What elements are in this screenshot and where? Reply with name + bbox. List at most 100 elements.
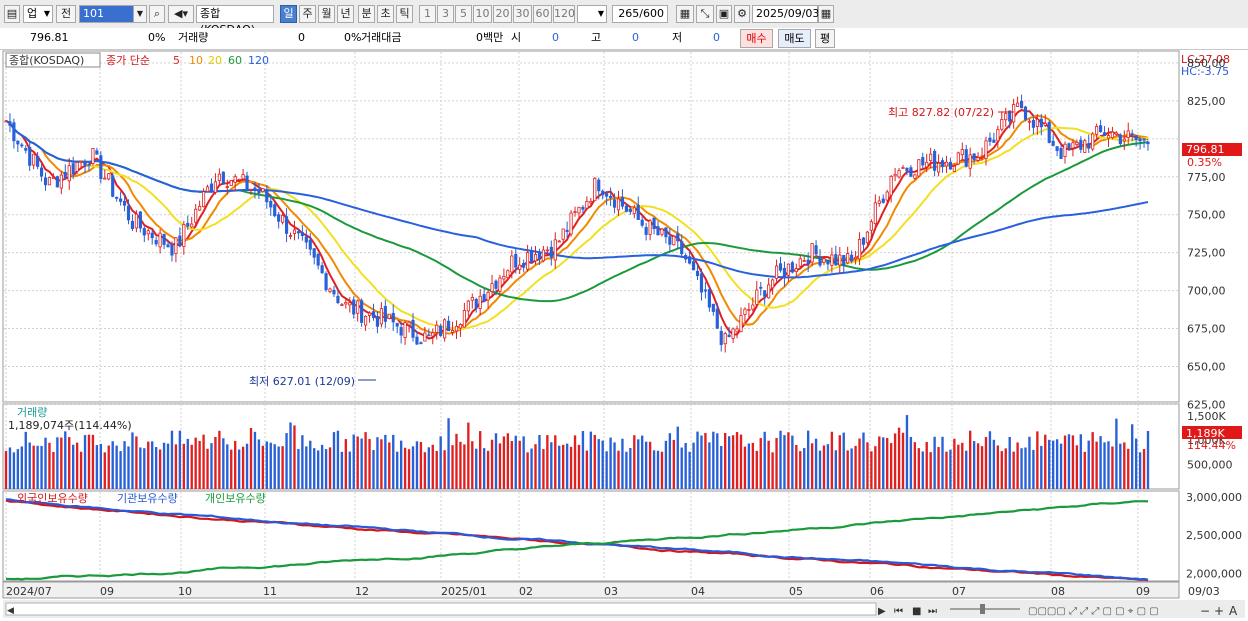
interval-60[interactable]: 60 xyxy=(533,5,552,23)
interval-5[interactable]: 5 xyxy=(455,5,472,23)
volume-bar-183 xyxy=(727,436,731,489)
volume-bar-133 xyxy=(530,448,533,489)
period-second-tab[interactable]: 초 xyxy=(377,5,394,23)
candle-body-71 xyxy=(284,216,289,234)
volume-bar-251 xyxy=(996,445,1000,489)
window-menu-icon[interactable]: ▤ xyxy=(4,5,20,23)
current-pct-tag: 0.35% xyxy=(1187,156,1222,169)
candle-body-28 xyxy=(115,196,119,199)
calendar-icon[interactable]: ▦ xyxy=(818,5,834,23)
volume-bar-79 xyxy=(316,450,320,489)
zoom-out-icon[interactable]: − xyxy=(1200,604,1210,618)
zoom-in-icon[interactable]: + xyxy=(1214,604,1224,618)
gear-icon[interactable]: ⚙ xyxy=(734,5,750,23)
code-input[interactable]: 101 xyxy=(79,5,135,23)
market-select[interactable]: 업 ▼ xyxy=(23,5,53,23)
volume-bar-174 xyxy=(692,442,695,489)
candle-body-146 xyxy=(581,206,585,210)
candle-body-62 xyxy=(249,188,253,191)
candle-body-100 xyxy=(399,327,403,336)
period-year-tab[interactable]: 년 xyxy=(337,5,354,23)
candle-body-266 xyxy=(1055,146,1059,152)
code-dropdown-icon[interactable]: ▼ xyxy=(133,5,147,23)
volume-bar-84 xyxy=(336,430,340,489)
volume-bar-17 xyxy=(71,444,75,489)
volume-bar-115 xyxy=(459,441,462,489)
candle-body-101 xyxy=(403,322,407,339)
prev-button[interactable]: 전 xyxy=(56,5,76,23)
draw-line-icon[interactable]: ⤡ xyxy=(696,5,714,23)
volume-bar-83 xyxy=(332,432,336,489)
scroll-last-icon[interactable]: ⏭ xyxy=(928,606,937,617)
chart-settings-icon[interactable]: ▦ xyxy=(676,5,694,23)
candle-body-243 xyxy=(964,149,968,167)
scroll-first-icon[interactable]: ⏮ xyxy=(894,606,903,617)
interval-custom-select[interactable]: ▼ xyxy=(577,5,607,23)
scroll-right-icon[interactable]: ▶ xyxy=(878,606,886,617)
volume-bar-109 xyxy=(435,450,438,489)
volume-bar-261 xyxy=(1036,431,1039,489)
candle-body-280 xyxy=(1110,131,1115,139)
count-field[interactable]: 265/600 xyxy=(612,5,668,23)
chevron-down-icon: ▼ xyxy=(43,9,50,18)
period-tick-tab[interactable]: 틱 xyxy=(396,5,413,23)
candle-body-45 xyxy=(182,224,186,247)
price-ytick-5: 725,00 xyxy=(1187,247,1226,260)
font-size-icon[interactable]: A xyxy=(1229,604,1238,618)
volume-bar-87 xyxy=(348,451,351,489)
volume-bar-6 xyxy=(28,442,31,489)
volume-bar-77 xyxy=(309,440,312,489)
volume-bar-286 xyxy=(1134,438,1138,489)
volume-bar-245 xyxy=(972,441,976,489)
zoom-slider-handle[interactable] xyxy=(980,604,985,614)
scroll-track[interactable] xyxy=(5,602,877,616)
volume-bar-135 xyxy=(538,434,541,489)
period-month-tab[interactable]: 월 xyxy=(318,5,335,23)
buy-button[interactable]: 매수 xyxy=(740,29,773,48)
volume-bar-142 xyxy=(565,443,569,489)
x-label-10: 06 xyxy=(870,585,884,598)
candle-body-116 xyxy=(462,310,466,328)
volume-bar-82 xyxy=(328,447,332,489)
candle-body-166 xyxy=(660,228,664,235)
volume-bar-93 xyxy=(372,450,375,489)
volume-bar-243 xyxy=(965,450,968,489)
volume-bar-47 xyxy=(190,444,193,489)
stop-icon[interactable]: ■ xyxy=(912,606,921,617)
candle-body-107 xyxy=(427,334,431,337)
candle-body-219 xyxy=(869,221,873,231)
interval-1[interactable]: 1 xyxy=(419,5,436,23)
volume-bar-285 xyxy=(1131,424,1134,489)
interval-10[interactable]: 10 xyxy=(473,5,492,23)
candle-body-223 xyxy=(885,191,889,201)
candle-body-87 xyxy=(348,302,352,306)
volume-bar-15 xyxy=(64,431,67,489)
tool-icons[interactable]: ▢▢▢▢ ⤢ ⤢ ⤢ ▢ ▢ ⌖ ▢ ▢ xyxy=(1028,606,1159,617)
interval-120[interactable]: 120 xyxy=(553,5,575,23)
holdings-ytick-2: 2,000,000 xyxy=(1186,567,1242,580)
eval-button[interactable]: 평 xyxy=(815,29,835,48)
interval-3[interactable]: 3 xyxy=(437,5,454,23)
candle-body-173 xyxy=(688,256,692,264)
sell-button[interactable]: 매도 xyxy=(778,29,811,48)
scroll-left-icon[interactable]: ◀ xyxy=(7,606,14,616)
volume-bar-278 xyxy=(1103,442,1106,489)
search-icon[interactable]: ⌕ xyxy=(149,5,165,23)
date-field[interactable]: 2025/09/03 xyxy=(752,5,819,23)
holdings-lines xyxy=(5,498,1149,582)
volume-bar-113 xyxy=(451,445,454,489)
interval-20[interactable]: 20 xyxy=(493,5,512,23)
open-label: 시 xyxy=(511,31,522,44)
volume-bar-234 xyxy=(929,452,932,489)
stock-chart[interactable]: 종합(KOSDAQ) 종가 단순 5 10 20 60 120 LC:27.08… xyxy=(0,49,1248,621)
volume-bar-58 xyxy=(234,440,237,489)
period-week-tab[interactable]: 주 xyxy=(299,5,316,23)
candle-body-194 xyxy=(771,279,775,289)
volume-bar-75 xyxy=(301,435,304,489)
period-day-tab[interactable]: 일 xyxy=(280,5,297,23)
candle-body-42 xyxy=(170,244,174,256)
interval-30[interactable]: 30 xyxy=(513,5,532,23)
period-minute-tab[interactable]: 분 xyxy=(358,5,375,23)
speaker-icon[interactable]: ◀▾ xyxy=(168,5,194,23)
save-icon[interactable]: ▣ xyxy=(716,5,732,23)
